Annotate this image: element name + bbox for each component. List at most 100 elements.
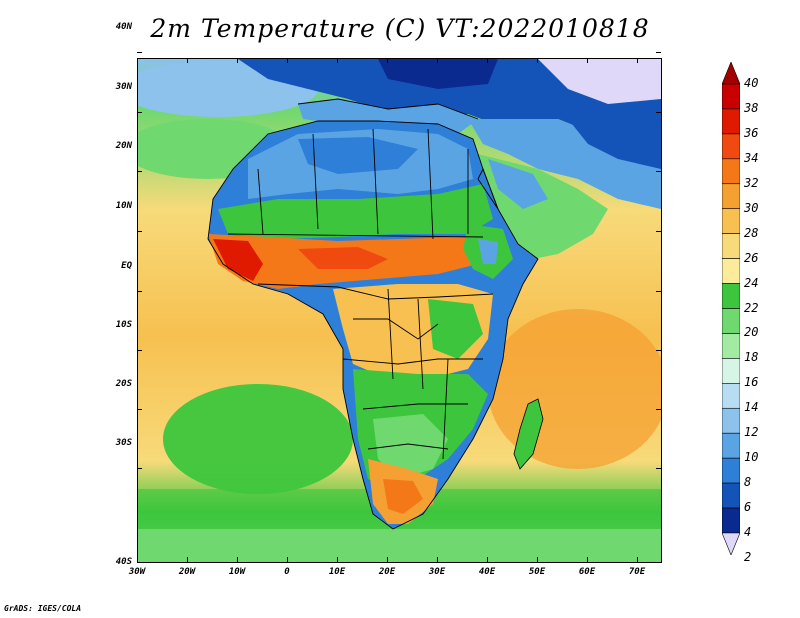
colorbar-segment xyxy=(722,283,740,309)
lon-tick xyxy=(637,557,638,562)
southern-ocean-band xyxy=(138,529,661,562)
lon-tick xyxy=(587,58,588,63)
colorbar-label: 20 xyxy=(744,325,759,340)
colorbar-segment xyxy=(722,333,740,359)
colorbar-min-arrow xyxy=(722,532,740,555)
grads-credit: GrADS: IGES/COLA xyxy=(4,604,82,613)
colorbar-label: 16 xyxy=(744,375,759,390)
colorbar-segment xyxy=(722,482,740,509)
lon-tick xyxy=(137,58,138,63)
lat-tick xyxy=(656,409,661,410)
colorbar xyxy=(722,62,740,555)
colorbar-segment xyxy=(722,407,740,434)
lon-tick xyxy=(537,557,538,562)
lon-tick xyxy=(637,58,638,63)
lon-tick xyxy=(437,58,438,63)
colorbar-segment xyxy=(722,208,740,234)
lon-tick xyxy=(487,58,488,63)
lat-tick xyxy=(137,350,142,351)
colorbar-label: 2 xyxy=(744,549,752,564)
lat-tick xyxy=(137,468,142,469)
colorbar-label: 12 xyxy=(744,425,759,440)
lat-tick xyxy=(656,171,661,172)
colorbar-label: 28 xyxy=(744,225,759,240)
lon-label-10w: 10W xyxy=(228,567,246,577)
madagascar xyxy=(513,398,544,470)
lon-tick xyxy=(287,58,288,63)
lon-tick xyxy=(187,557,188,562)
lat-tick xyxy=(656,350,661,351)
lat-tick xyxy=(137,409,142,410)
lat-label-eq: EQ xyxy=(121,261,132,271)
lat-tick xyxy=(656,52,661,53)
colorbar-segment xyxy=(722,507,740,534)
map-canvas xyxy=(138,59,661,562)
colorbar-label: 38 xyxy=(744,100,759,115)
colorbar-segment xyxy=(722,383,740,409)
lat-tick xyxy=(137,112,142,113)
colorbar-label: 10 xyxy=(744,450,759,465)
lat-tick xyxy=(656,112,661,113)
colorbar-segment xyxy=(722,258,740,284)
lon-label-30w: 30W xyxy=(128,567,146,577)
colorbar-segment xyxy=(722,183,740,210)
lon-tick xyxy=(287,557,288,562)
lon-label-0: 0 xyxy=(284,567,290,577)
lat-tick xyxy=(137,52,142,53)
colorbar-segment xyxy=(722,233,740,259)
lat-label-30n: 30N xyxy=(115,82,132,92)
colorbar-segment xyxy=(722,133,740,160)
lat-label-20n: 20N xyxy=(115,141,132,151)
colorbar-segment xyxy=(722,358,740,384)
colorbar-max-arrow xyxy=(722,62,740,85)
lat-tick xyxy=(137,231,142,232)
colorbar-segment xyxy=(722,83,740,110)
colorbar-label: 36 xyxy=(744,125,759,140)
lon-label-10e: 10E xyxy=(328,567,346,577)
country-borders xyxy=(207,98,539,530)
colorbar-label: 30 xyxy=(744,200,759,215)
lon-label-30e: 30E xyxy=(428,567,446,577)
lon-label-20e: 20E xyxy=(378,567,396,577)
colorbar-segment xyxy=(722,432,740,459)
lat-label-20s: 20S xyxy=(115,379,132,389)
lon-tick xyxy=(387,557,388,562)
lat-tick xyxy=(137,171,142,172)
lat-tick xyxy=(656,231,661,232)
colorbar-segment xyxy=(722,308,740,334)
colorbar-label: 4 xyxy=(744,525,752,539)
lat-label-10n: 10N xyxy=(115,201,132,211)
colorbar-label: 14 xyxy=(744,400,759,415)
colorbar-segment xyxy=(722,158,740,185)
colorbar-segment xyxy=(722,457,740,484)
lon-tick xyxy=(137,557,138,562)
colorbar-label: 26 xyxy=(744,250,759,265)
colorbar-label: 24 xyxy=(744,275,759,290)
lat-tick xyxy=(656,291,661,292)
lon-tick xyxy=(187,58,188,63)
colorbar-label: 22 xyxy=(744,300,759,315)
colorbar-label: 8 xyxy=(744,475,752,490)
lon-tick xyxy=(437,557,438,562)
south-atlantic-cool-patch xyxy=(163,384,353,494)
lat-tick xyxy=(656,468,661,469)
lon-label-70e: 70E xyxy=(628,567,646,577)
colorbar-label: 18 xyxy=(744,350,759,365)
lon-tick xyxy=(587,557,588,562)
colorbar-label: 40 xyxy=(744,76,759,90)
lon-tick xyxy=(387,58,388,63)
lat-label-40n: 40N xyxy=(115,22,132,32)
lon-tick xyxy=(487,557,488,562)
lon-tick xyxy=(237,557,238,562)
lat-label-10s: 10S xyxy=(115,320,132,330)
lon-label-60e: 60E xyxy=(578,567,596,577)
colorbar-segment xyxy=(722,108,740,135)
lon-tick xyxy=(337,58,338,63)
lon-tick xyxy=(337,557,338,562)
lon-label-50e: 50E xyxy=(528,567,546,577)
lon-label-20w: 20W xyxy=(178,567,196,577)
lat-tick xyxy=(137,291,142,292)
lat-label-30s: 30S xyxy=(115,438,132,448)
lon-tick xyxy=(237,58,238,63)
lon-tick xyxy=(537,58,538,63)
